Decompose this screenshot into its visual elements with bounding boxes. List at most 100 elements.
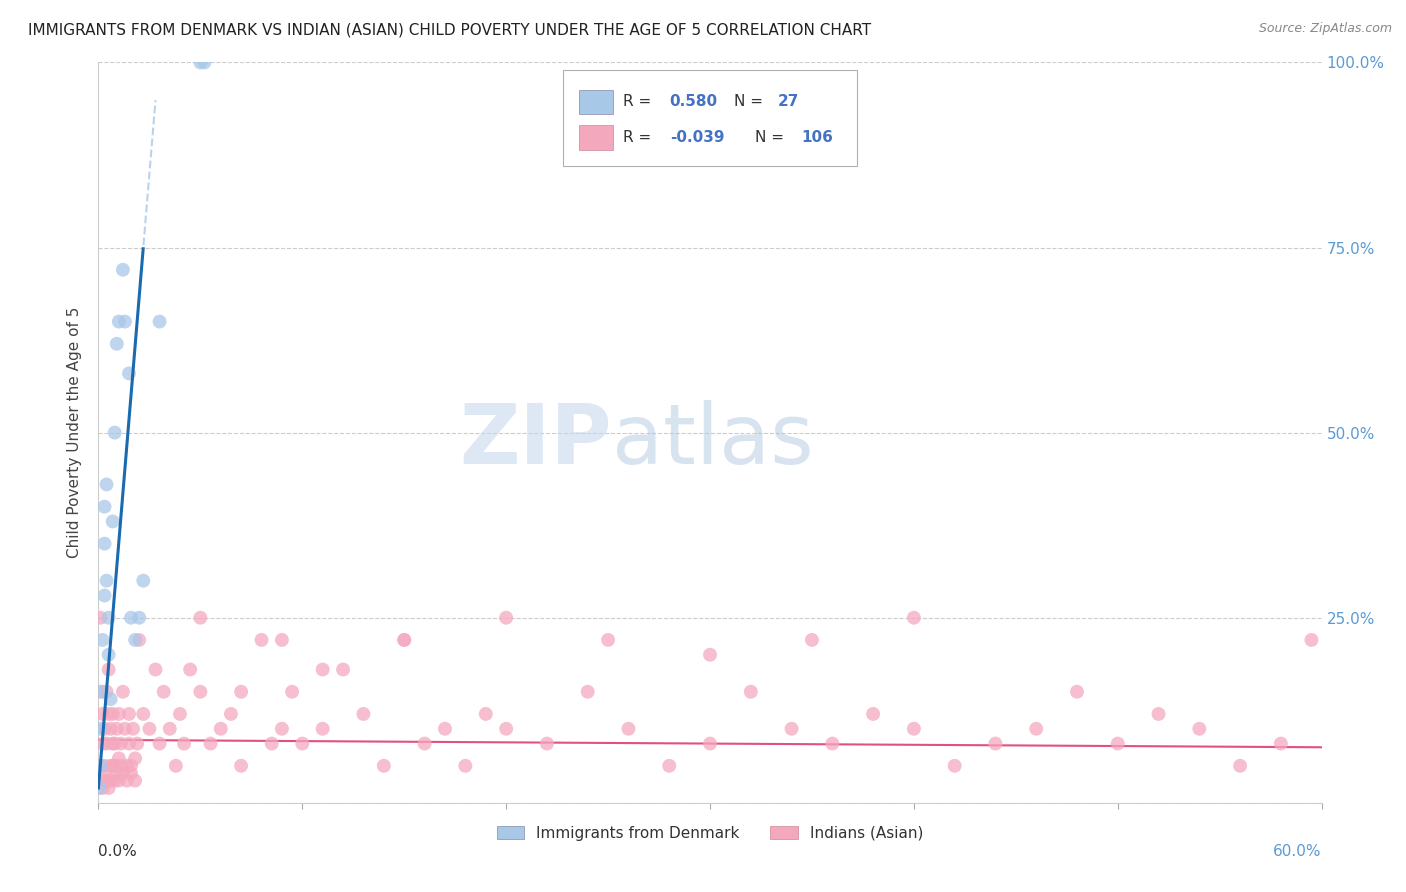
Point [576,685,599,699]
Point [149,314,172,328]
Point [132,706,155,721]
Point [108,773,131,788]
Point [124,632,146,647]
Y-axis label: Child Poverty Under the Age of 5: Child Poverty Under the Age of 5 [67,307,83,558]
Point [89,758,111,772]
Point [101,737,124,751]
Point [120,610,142,624]
Point [97,780,120,795]
Point [219,706,242,721]
Point [209,722,232,736]
Text: 27: 27 [778,95,799,110]
Point [120,766,142,780]
Point [96,773,118,788]
Point [173,737,195,751]
Point [780,722,803,736]
Point [124,773,146,788]
Point [740,685,762,699]
Point [114,722,136,736]
Point [120,758,142,772]
Point [91,773,114,788]
Text: R =: R = [623,95,657,110]
Point [128,610,150,624]
Point [231,685,253,699]
Point [149,737,172,751]
Point [312,722,335,736]
Point [115,758,138,772]
Point [495,722,517,736]
Point [373,758,395,772]
Point [96,685,118,699]
Text: 106: 106 [801,130,834,145]
Text: -0.039: -0.039 [669,130,724,145]
Point [332,663,354,677]
Point [105,722,128,736]
Point [101,706,124,721]
Point [100,758,122,772]
Point [474,706,498,721]
Point [169,706,191,721]
Point [89,722,111,736]
Point [93,722,115,736]
Point [105,766,128,780]
Point [152,685,174,699]
Point [100,722,122,736]
Point [93,766,115,780]
Point [108,314,131,328]
Point [188,610,212,624]
Point [91,706,114,721]
Point [91,685,114,699]
Point [101,758,124,772]
Point [96,737,118,751]
Point [179,663,201,677]
Point [91,737,114,751]
Point [110,737,132,751]
Text: ZIP: ZIP [460,400,612,481]
Bar [579,89,613,114]
Point [97,706,120,721]
Point [104,773,127,788]
Point [118,367,141,381]
Point [1107,737,1129,751]
Point [1188,722,1211,736]
Point [193,55,215,70]
Point [118,737,141,751]
Point [89,685,111,699]
Point [111,685,134,699]
Text: R =: R = [623,130,657,145]
Point [1301,632,1323,647]
Point [91,632,114,647]
Point [138,722,160,736]
Point [89,758,111,772]
Point [91,780,114,795]
Text: N =: N = [734,95,768,110]
Point [903,610,925,624]
Point [454,758,477,772]
Point [434,722,457,736]
Point [108,706,131,721]
Point [250,632,273,647]
Point [699,648,721,662]
Text: IMMIGRANTS FROM DENMARK VS INDIAN (ASIAN) CHILD POVERTY UNDER THE AGE OF 5 CORRE: IMMIGRANTS FROM DENMARK VS INDIAN (ASIAN… [28,22,872,37]
Point [122,722,145,736]
Point [93,589,115,603]
Point [93,758,115,772]
Text: 0.0%: 0.0% [98,844,138,858]
Point [110,758,132,772]
Point [97,610,120,624]
Point [128,632,150,647]
Point [352,706,374,721]
Point [598,632,620,647]
Point [159,722,181,736]
Point [281,685,304,699]
Point [188,685,212,699]
Point [291,737,314,751]
Point [270,722,294,736]
Text: N =: N = [755,130,789,145]
Legend: Immigrants from Denmark, Indians (Asian): Immigrants from Denmark, Indians (Asian) [491,820,929,847]
Point [862,706,884,721]
Point [392,632,416,647]
Point [495,610,517,624]
Point [111,262,134,277]
Point [1025,722,1047,736]
